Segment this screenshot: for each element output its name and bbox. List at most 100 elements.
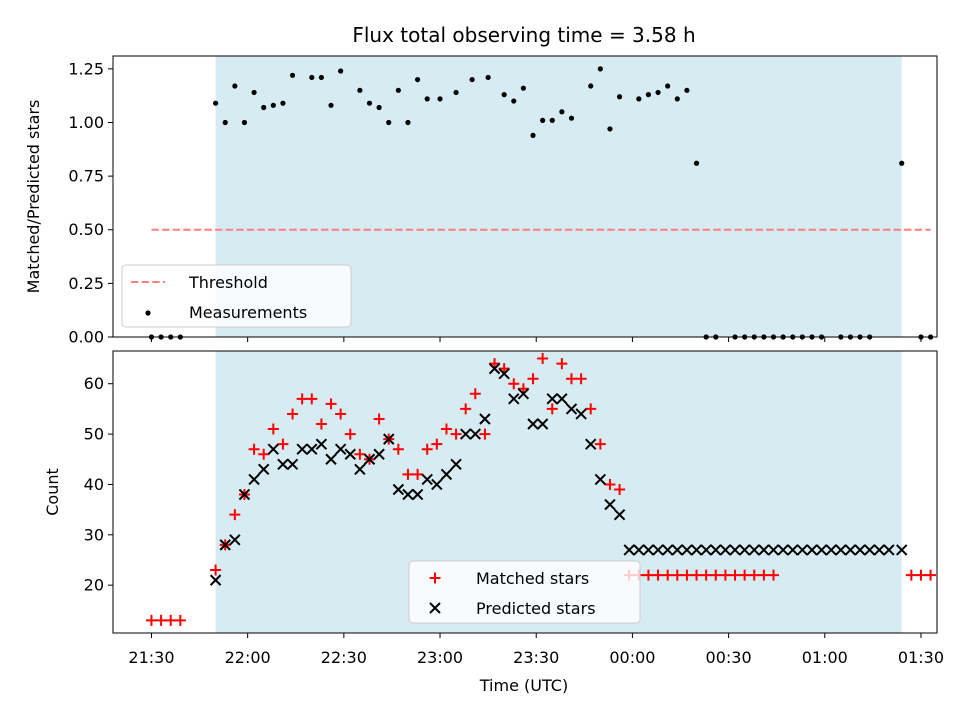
matched-star-point (565, 373, 577, 385)
matched-star-point (642, 569, 654, 581)
predicted-star-point (633, 544, 645, 556)
measurement-point (588, 83, 594, 89)
predicted-star-point (729, 544, 741, 556)
predicted-star-point (806, 544, 818, 556)
measurement-point (338, 68, 344, 74)
matched-star-point (287, 408, 299, 420)
measurement-point (899, 160, 905, 166)
y-tick-label: 1.00 (68, 113, 104, 132)
measurement-point (261, 104, 267, 111)
measurement-point (414, 76, 421, 83)
predicted-star-point (286, 458, 299, 471)
predicted-star-point (411, 488, 424, 501)
predicted-star-point (402, 488, 414, 501)
matched-star-point (402, 468, 414, 480)
matched-star-point (585, 403, 597, 415)
matched-star-point (662, 569, 674, 581)
matched-star-point (729, 569, 741, 581)
legend-matched-handle (429, 572, 441, 584)
predicted-star-point (825, 544, 837, 556)
y-tick-label: 40 (84, 475, 104, 494)
legend-label: Predicted stars (476, 599, 596, 618)
predicted-star-point (354, 463, 366, 476)
predicted-star-point (536, 418, 549, 430)
matched-star-point (710, 569, 722, 581)
predicted-star-point (873, 544, 885, 556)
predicted-star-point (613, 508, 626, 521)
predicted-star-point (661, 544, 674, 556)
measurement-point (212, 100, 219, 106)
predicted-star-point (527, 418, 539, 430)
predicted-star-point (209, 574, 222, 586)
matched-star-point (344, 428, 356, 440)
measurement-point (318, 74, 325, 81)
measurement-point (289, 72, 296, 78)
x-tick-label: 22:30 (321, 648, 367, 667)
series-measurements (148, 66, 934, 340)
predicted-star-point (546, 393, 558, 405)
predicted-star-point (363, 453, 376, 465)
matched-star-point (537, 353, 549, 365)
matched-star-point (604, 478, 616, 490)
y-tick-label: 0.00 (68, 328, 104, 347)
measurement-point (328, 102, 334, 108)
matched-star-point (905, 569, 917, 581)
predicted-star-point (690, 544, 703, 556)
panel-count: 20 30 40 50 60 21:30 22:00 22:30 23:00 23:30 00:00… (43, 350, 944, 667)
predicted-star-point (257, 463, 270, 476)
matched-star-point (460, 403, 472, 415)
matched-star-point (392, 443, 404, 455)
measurement-point (270, 102, 276, 108)
predicted-star-point (479, 413, 491, 425)
y-tick-label: 30 (84, 525, 104, 544)
measurement-point (597, 66, 603, 72)
predicted-star-point (767, 544, 780, 556)
matched-star-point (719, 569, 731, 581)
measurement-point (674, 96, 680, 102)
measurement-point (469, 76, 475, 83)
measurement-point (405, 119, 411, 126)
axes-frame (112, 55, 938, 338)
matched-star-point (440, 423, 452, 435)
panel-ratio: 0.00 0.25 0.50 0.75 1.00 1.25 Matched/Predicte… (24, 55, 938, 347)
legend-label: Measurements (189, 303, 307, 322)
matched-star-point (767, 569, 779, 581)
measurement-point (280, 100, 286, 106)
predicted-star-point (758, 544, 770, 556)
predicted-star-point (373, 448, 385, 460)
matched-star-point (145, 614, 157, 626)
predicted-star-point (652, 544, 664, 556)
predicted-star-point (642, 544, 655, 556)
predicted-star-point (296, 443, 308, 455)
measurement-point (540, 117, 546, 123)
predicted-star-point (469, 428, 482, 440)
measurement-point (309, 74, 315, 81)
axes-frame (112, 350, 938, 634)
predicted-star-point (623, 544, 635, 556)
matched-star-point (373, 413, 385, 425)
series-predicted-stars (209, 362, 908, 586)
measurement-point (636, 96, 642, 102)
matched-star-point (594, 438, 606, 450)
matched-star-point (296, 393, 308, 405)
predicted-star-point (306, 443, 318, 455)
x-tick-label: 00:30 (706, 648, 752, 667)
predicted-star-point (748, 544, 760, 556)
predicted-star-point (863, 544, 876, 556)
matched-star-point (248, 443, 260, 455)
predicted-star-point (421, 473, 433, 486)
matched-star-point (691, 569, 703, 581)
y-tick-label: 0.75 (68, 167, 104, 186)
matched-star-point (758, 569, 770, 581)
y-tick-label: 20 (84, 576, 104, 595)
predicted-star-point (315, 438, 328, 450)
predicted-star-point (604, 498, 616, 511)
matched-star-point (421, 443, 433, 455)
predicted-star-point (334, 443, 347, 455)
measurement-point (376, 104, 382, 111)
matched-star-point (450, 428, 462, 440)
measurement-point (520, 85, 526, 91)
predicted-star-point (719, 544, 732, 556)
legend: Matched stars Predicted stars (408, 560, 641, 624)
measurement-point (645, 92, 652, 98)
